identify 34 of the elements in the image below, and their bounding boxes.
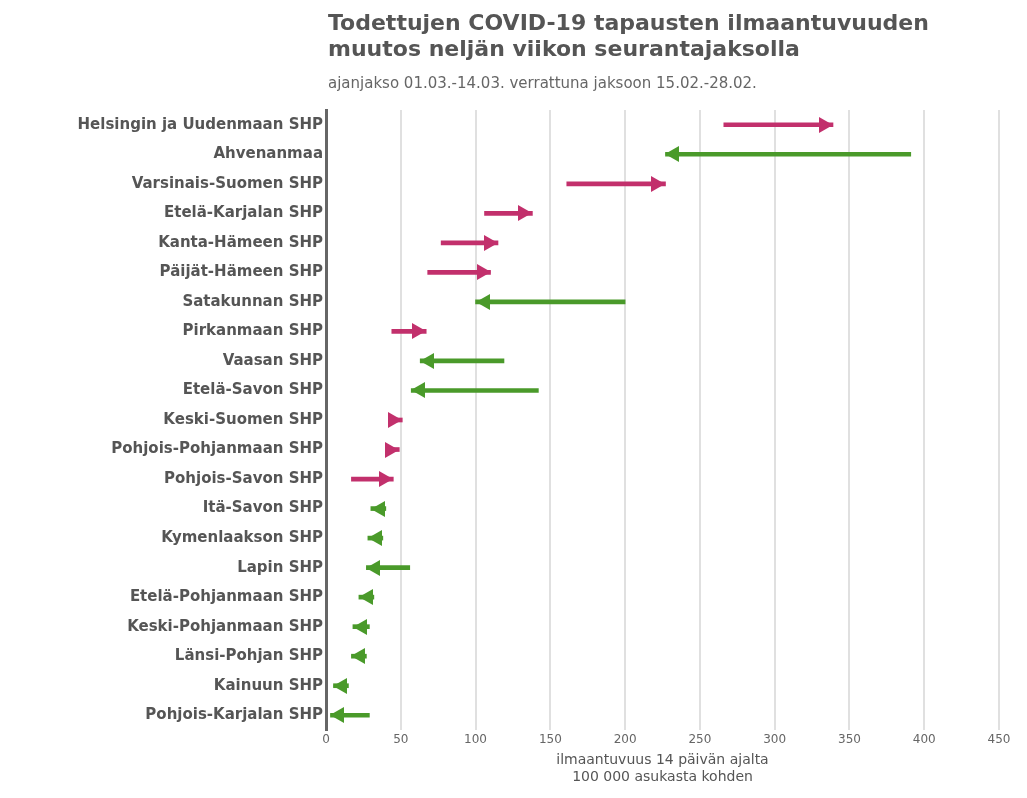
y-tick-label: Helsingin ja Uudenmaan SHP — [77, 114, 323, 133]
y-tick-label: Pohjois-Savon SHP — [164, 468, 323, 487]
x-tick-label: 150 — [538, 732, 562, 747]
y-tick-label: Keski-Suomen SHP — [163, 409, 323, 428]
y-tick-label: Pohjois-Pohjanmaan SHP — [111, 439, 324, 458]
y-tick-label: Pirkanmaan SHP — [182, 321, 323, 340]
y-tick-label: Etelä-Karjalan SHP — [163, 203, 323, 222]
y-tick-label: Etelä-Pohjanmaan SHP — [129, 587, 324, 606]
y-tick-label: Varsinais-Suomen SHP — [131, 173, 323, 192]
y-tick-label: Lapin SHP — [237, 557, 323, 576]
y-tick-label: Kainuun SHP — [213, 675, 323, 694]
x-tick-label: 300 — [763, 732, 787, 747]
x-tick-label: 350 — [837, 732, 861, 747]
y-tick-label: Etelä-Savon SHP — [182, 380, 323, 399]
y-tick-label: Vaasan SHP — [222, 350, 323, 369]
y-tick-label: Päijät-Hämeen SHP — [159, 262, 323, 281]
y-tick-label: Kanta-Hämeen SHP — [158, 232, 323, 251]
chart-subtitle: ajanjakso 01.03.-14.03. verrattuna jaksoon 15.02.-28.02. — [328, 74, 758, 92]
x-tick-label: 0 — [322, 732, 330, 747]
x-tick-label: 450 — [987, 732, 1011, 747]
y-tick-label: Satakunnan SHP — [182, 291, 323, 310]
x-axis-title: ilmaantuvuus 14 päivän ajalta 100 000 asukasta kohden — [556, 751, 769, 785]
x-tick-label: 400 — [912, 732, 936, 747]
y-tick-label: Kymenlaakson SHP — [161, 527, 323, 546]
y-tick-label: Ahvenanmaa — [213, 144, 323, 163]
x-tick-label: 200 — [613, 732, 637, 747]
y-tick-label: Itä-Savon SHP — [202, 498, 324, 517]
x-tick-label: 50 — [393, 732, 409, 747]
chart-title: Todettujen COVID-19 tapausten ilmaantuvuuden muutos neljän viikon seurantajaksolla — [328, 10, 930, 62]
y-tick-label: Pohjois-Karjalan SHP — [145, 705, 323, 724]
y-tick-label: Länsi-Pohjan SHP — [174, 646, 323, 665]
x-tick-label: 250 — [688, 732, 712, 747]
y-tick-label: Keski-Pohjanmaan SHP — [127, 616, 323, 635]
x-tick-label: 100 — [464, 732, 488, 747]
